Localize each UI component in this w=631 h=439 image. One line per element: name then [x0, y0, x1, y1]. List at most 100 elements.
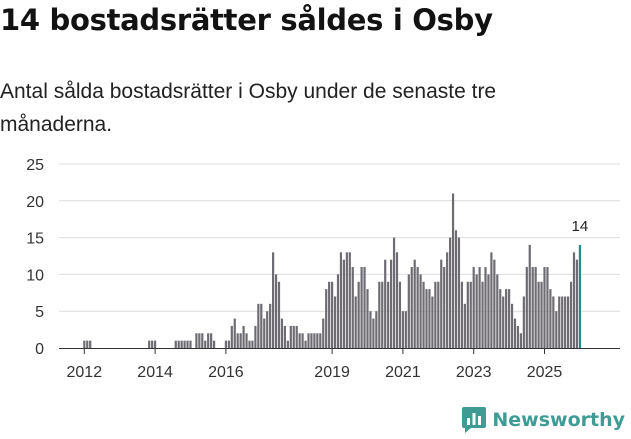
x-tick-label: 2019	[314, 364, 350, 381]
bar	[567, 296, 570, 348]
x-tick-label: 2014	[137, 364, 173, 381]
bar	[546, 267, 549, 348]
bar	[351, 267, 354, 348]
bar	[460, 281, 463, 348]
bar	[378, 281, 381, 348]
bar	[151, 340, 154, 348]
x-tick-label: 2012	[67, 364, 103, 381]
bar	[401, 311, 404, 348]
bar	[272, 252, 275, 348]
bar	[295, 325, 298, 348]
bar	[319, 333, 322, 348]
bar	[354, 296, 357, 348]
bar	[446, 252, 449, 348]
bar	[333, 296, 337, 348]
bar	[478, 267, 481, 348]
bar	[310, 333, 313, 348]
bar	[454, 230, 458, 348]
bar	[336, 274, 340, 348]
bar	[283, 325, 286, 348]
bar	[425, 289, 428, 348]
bar	[519, 333, 522, 348]
bar	[558, 296, 561, 348]
bar	[242, 325, 245, 348]
y-tick-label: 10	[26, 267, 44, 284]
bar	[263, 318, 266, 348]
bar	[510, 303, 514, 348]
bar	[313, 333, 316, 348]
y-tick-label: 0	[35, 341, 44, 358]
x-tick-label: 2016	[208, 364, 244, 381]
bar	[416, 267, 419, 348]
bar	[472, 267, 475, 348]
bar	[369, 311, 372, 348]
bar	[345, 252, 348, 348]
bar	[390, 259, 393, 348]
bar	[277, 281, 281, 348]
newsworthy-brand[interactable]: Newsworthy	[462, 407, 625, 433]
bar	[475, 274, 478, 348]
bar	[384, 259, 387, 348]
bar	[564, 296, 567, 348]
bar	[257, 303, 260, 348]
bar	[372, 318, 375, 348]
bar	[440, 259, 443, 348]
bar	[224, 340, 227, 348]
bar	[307, 333, 310, 348]
bar	[274, 274, 278, 348]
bar	[342, 259, 345, 348]
bar	[254, 325, 257, 348]
bar	[289, 325, 292, 348]
bar	[375, 311, 378, 348]
bar	[207, 333, 210, 348]
bar	[230, 325, 233, 348]
bar	[339, 252, 343, 348]
bar	[449, 237, 452, 348]
chart-title: 14 bostadsrätter såldes i Osby	[0, 3, 493, 37]
bar	[286, 340, 289, 348]
bar	[487, 274, 490, 348]
bar	[437, 281, 440, 348]
bar	[525, 267, 528, 348]
bar	[513, 318, 517, 348]
bar	[83, 340, 86, 348]
bar	[154, 340, 157, 348]
x-tick-label: 2023	[456, 364, 492, 381]
bar	[410, 267, 413, 348]
bar	[177, 340, 180, 348]
bar	[89, 340, 92, 348]
bar	[516, 325, 520, 348]
x-tick-label: 2021	[385, 364, 421, 381]
bar	[366, 289, 369, 348]
y-tick-label: 15	[26, 231, 44, 248]
bar	[348, 252, 351, 348]
bar	[204, 340, 207, 348]
bar	[189, 340, 192, 348]
bar	[183, 340, 186, 348]
bar	[505, 289, 508, 348]
bar	[431, 296, 434, 348]
bar	[195, 333, 198, 348]
bar	[392, 237, 396, 348]
bar	[463, 303, 466, 348]
bar	[239, 333, 242, 348]
bar	[451, 193, 455, 348]
bar	[534, 267, 537, 348]
bar	[549, 289, 552, 348]
bar	[298, 333, 301, 348]
bar	[248, 340, 251, 348]
bar	[269, 303, 272, 348]
bar	[328, 281, 331, 348]
bar	[481, 281, 484, 348]
bar	[466, 281, 469, 348]
bar	[210, 333, 213, 348]
bar	[395, 252, 399, 348]
bar	[493, 259, 496, 348]
bar	[522, 296, 525, 348]
bar	[201, 333, 204, 348]
bar	[280, 318, 284, 348]
bar	[292, 325, 295, 348]
bar	[422, 281, 425, 348]
bar	[561, 296, 564, 348]
bar	[569, 281, 573, 348]
